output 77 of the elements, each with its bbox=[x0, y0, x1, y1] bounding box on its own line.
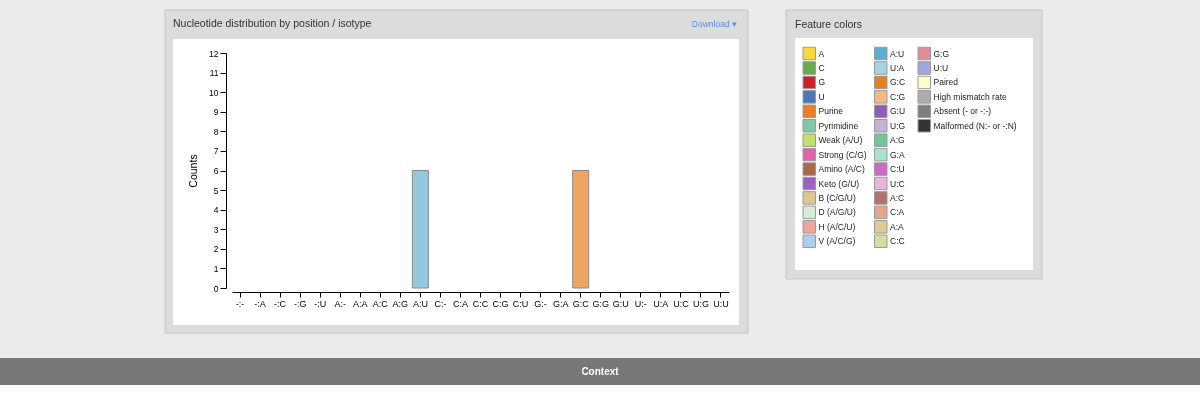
category-label: G:U bbox=[890, 106, 906, 117]
category-label: C:G bbox=[890, 91, 906, 102]
x-tick-label: -:U bbox=[314, 298, 327, 309]
x-tick-label: G:- bbox=[534, 298, 547, 309]
x-tick-label: C:- bbox=[434, 298, 447, 309]
x-tick-label: -:C bbox=[274, 298, 287, 309]
y-tick-label: 3 bbox=[213, 224, 219, 235]
y-tick-label: 6 bbox=[213, 166, 219, 176]
category-label: U bbox=[818, 91, 825, 102]
text: Context bbox=[581, 365, 620, 377]
category-label: Strong (C/G) bbox=[818, 149, 867, 160]
category-label: G:A bbox=[890, 149, 905, 160]
category-label: C bbox=[818, 62, 825, 73]
category-label: G:C bbox=[890, 77, 906, 88]
y-tick-label: 10 bbox=[209, 87, 219, 98]
category-label: Keto (G/U) bbox=[818, 178, 860, 189]
category-label: G bbox=[818, 77, 826, 88]
category-label: U:C bbox=[890, 178, 905, 189]
y-tick-label: 7 bbox=[213, 146, 219, 157]
category-label: Malformed (N:- or -:N) bbox=[933, 120, 1017, 131]
x-tick-label: A:A bbox=[353, 298, 368, 309]
y-tick-label: 4 bbox=[213, 205, 219, 216]
category-label: A bbox=[818, 48, 825, 59]
category-label: A:C bbox=[890, 192, 905, 203]
y-tick-label: 12 bbox=[209, 48, 219, 59]
x-tick-label: G:U bbox=[612, 298, 629, 309]
x-tick-label: -:A bbox=[254, 298, 266, 309]
text: Download ▾ bbox=[691, 19, 737, 29]
x-tick-label: A:- bbox=[334, 298, 346, 309]
x-tick-label: U:G bbox=[692, 298, 709, 309]
category-label: U:G bbox=[890, 120, 906, 131]
x-tick-label: -:- bbox=[235, 298, 245, 309]
category-label: V (A/C/G) bbox=[818, 236, 856, 247]
x-tick-label: -:G bbox=[293, 298, 307, 309]
category-label: Absent (- or -:-) bbox=[933, 106, 992, 117]
x-tick-label: U:A bbox=[653, 298, 669, 309]
y-tick-label: 11 bbox=[209, 68, 219, 79]
category-label: C:U bbox=[890, 164, 905, 175]
text: Feature colors bbox=[795, 18, 863, 30]
x-tick-label: U:C bbox=[673, 298, 690, 309]
category-label: U:U bbox=[933, 62, 949, 73]
y-axis-title: Counts bbox=[187, 154, 200, 188]
category-label: Weak (A/U) bbox=[818, 135, 863, 146]
y-tick-label: 1 bbox=[213, 263, 219, 274]
x-tick-label: G:G bbox=[592, 298, 609, 309]
y-tick-label: 8 bbox=[213, 126, 219, 137]
y-tick-label: 5 bbox=[213, 185, 219, 196]
category-label: Purine bbox=[818, 106, 844, 117]
category-label: Paired bbox=[933, 77, 959, 88]
category-label: C:A bbox=[890, 207, 905, 218]
y-tick-label: 0 bbox=[213, 283, 219, 294]
x-tick-label: C:G bbox=[492, 298, 509, 309]
x-tick-label: C:U bbox=[512, 298, 529, 309]
category-label: B (C/G/U) bbox=[818, 192, 856, 203]
category-label: U:A bbox=[890, 62, 905, 73]
category-label: Amino (A/C) bbox=[818, 164, 865, 175]
x-tick-label: C:C bbox=[472, 298, 489, 309]
category-label: A:U bbox=[890, 48, 905, 59]
x-tick-label: A:G bbox=[392, 298, 409, 309]
x-tick-label: A:C bbox=[372, 298, 389, 309]
x-tick-label: U:U bbox=[713, 298, 729, 309]
category-label: High mismatch rate bbox=[933, 91, 1007, 102]
x-tick-label: U:- bbox=[634, 298, 647, 309]
y-tick-label: 9 bbox=[213, 107, 219, 118]
y-tick-label: 2 bbox=[213, 244, 219, 255]
x-tick-label: A:U bbox=[412, 298, 428, 309]
x-tick-label: C:A bbox=[452, 298, 468, 309]
category-label: Pyrimidine bbox=[818, 120, 859, 131]
x-tick-label: G:C bbox=[572, 298, 590, 309]
category-label: A:G bbox=[890, 135, 905, 146]
category-label: D (A/G/U) bbox=[818, 207, 856, 218]
chart-title: Nucleotide distribution by position / isotype bbox=[173, 17, 372, 29]
category-label: H (A/C/U) bbox=[818, 221, 856, 232]
category-label: C:C bbox=[890, 236, 905, 247]
category-label: G:G bbox=[933, 48, 950, 59]
x-tick-label: G:A bbox=[552, 298, 569, 309]
category-label: A:A bbox=[890, 221, 905, 232]
